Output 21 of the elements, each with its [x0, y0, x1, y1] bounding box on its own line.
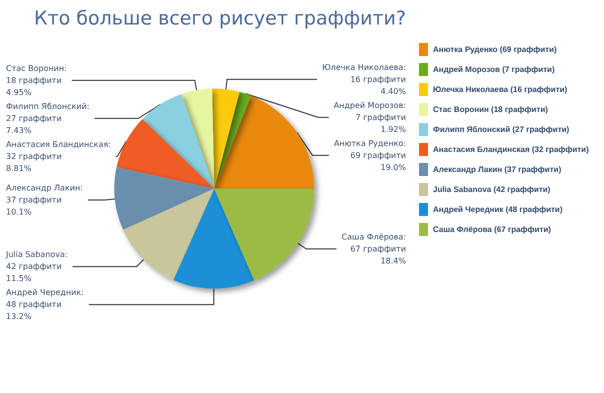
legend-label: Филипп Яблонский (27 граффити) [433, 125, 570, 134]
data-label: Александр Лакин: 37 граффити 10.1% [6, 184, 83, 217]
chart-title: Кто больше всего рисует граффити? [34, 8, 406, 30]
legend-label: Александр Лакин (37 граффити) [433, 165, 562, 174]
legend-label: Julia Sabanova (42 граффити) [433, 185, 551, 194]
legend-label: Анастасия Бландинская (32 граффити) [433, 145, 590, 154]
data-label: Андрей Чередник: 48 граффити 13.2% [6, 288, 84, 322]
legend-label: Юлечка Николаева (16 граффити) [433, 85, 568, 94]
data-label: Стас Воронин: 18 граффити 4.95% [6, 64, 67, 97]
legend-label: Андрей Чередник (48 граффити) [433, 205, 563, 214]
legend-label: Стас Воронин (18 граффити) [433, 105, 548, 114]
legend-label: Анютка Руденко (69 граффити) [433, 45, 557, 54]
legend-label: Саша Флёрова (67 граффити) [433, 225, 552, 234]
data-label: Анютка Руденко: 69 граффити 19.0% [334, 138, 406, 172]
data-label: Julia Sabanova: 42 граффити 11.5% [5, 250, 68, 284]
data-label: Андрей Морозов: 7 граффити 1.92% [334, 100, 406, 134]
data-label: Анастасия Бландинская: 32 граффити 8.81% [6, 140, 111, 173]
legend-label: Андрей Морозов (7 граффити) [433, 65, 555, 74]
data-label: Саша Флёрова: 67 граффити 18.4% [342, 232, 406, 266]
data-label: Филипп Яблонский: 27 граффити 7.43% [6, 102, 90, 135]
data-label: Юлечка Николаева: 16 граффити 4.40% [322, 62, 406, 96]
